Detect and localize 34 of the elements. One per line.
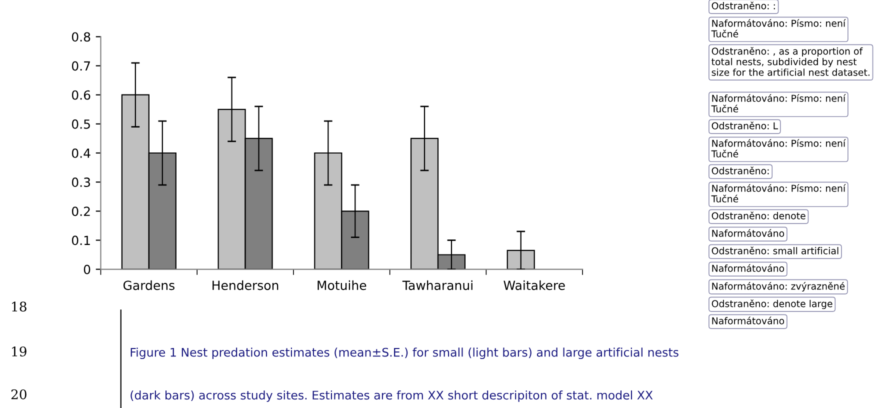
text: Naformátováno [712, 316, 784, 324]
y-tick-label: 0.3 [72, 178, 90, 187]
text: Naformátováno [712, 229, 784, 237]
text: Naformátováno: Písmo: není Tučné [711, 19, 846, 38]
text: Odstraněno: [712, 166, 769, 174]
x-tick-label: Motuihe [318, 280, 366, 290]
text: Naformátováno [712, 264, 784, 272]
text: (dark bars) across study sites. Estimates are from XX short descripiton of stat. model XX [130, 390, 653, 402]
y-tick-label: 0.8 [72, 32, 90, 42]
text: Naformátováno: Písmo: není Tučné [711, 184, 846, 202]
text: Naformátováno: zvýrazněné [712, 282, 845, 292]
text: Odstraněno: , as a proportion of total nests, subdivided by nest size for the artificial nest dataset. [712, 47, 870, 76]
text: 20 [11, 389, 26, 400]
x-tick-label: Waitakere [504, 280, 565, 290]
text: 19 [12, 346, 26, 356]
text: Odstraněno: small artificial [712, 246, 838, 254]
text: Odstraněno: L [712, 122, 778, 130]
y-tick-label: 0.4 [72, 148, 90, 158]
caption: Figure 1 Nest predation estimates (mean±S.E.) for small (light bars) and large artificial nests [130, 348, 678, 360]
text: Odstraněno: : [712, 2, 775, 10]
text: 18 [12, 302, 26, 312]
y-tick-label: 0.1 [72, 236, 90, 246]
x-tick-label: Gardens [123, 280, 174, 290]
text: Naformátováno: Písmo: není Tučné [711, 139, 846, 158]
text: Odstraněno: denote large [712, 300, 832, 310]
x-tick-label: Henderson [212, 280, 278, 290]
text: Odstraněno: denote [712, 212, 806, 220]
y-tick-label: 0.7 [72, 61, 90, 71]
y-tick-label: 0 [84, 264, 90, 274]
y-tick-label: 0.2 [72, 206, 90, 216]
y-tick-label: 0.6 [72, 90, 90, 100]
text: Naformátováno: Písmo: není Tučné [711, 94, 846, 112]
y-tick-label: 0.5 [72, 119, 90, 129]
x-tick-label: Tawharanui [402, 280, 472, 290]
